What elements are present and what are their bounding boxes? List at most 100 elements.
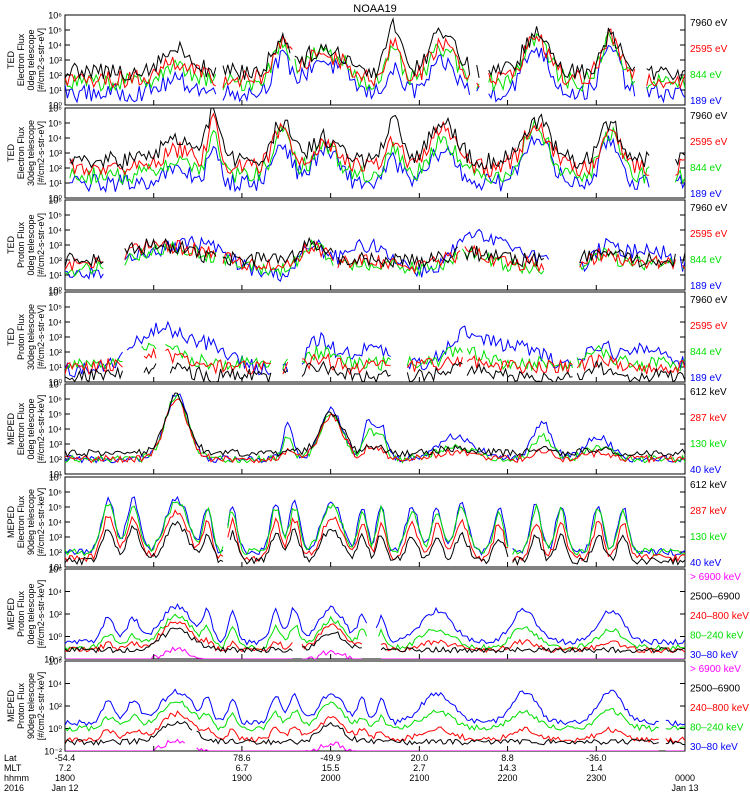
series-2595-ev bbox=[69, 112, 685, 178]
x-tick-label-mlt: 1.4 bbox=[590, 763, 603, 773]
y-tick-label: 10⁵ bbox=[48, 26, 62, 36]
x-row-label: MLT bbox=[4, 763, 22, 773]
y-tick-label: 10⁵ bbox=[48, 410, 62, 420]
y-tick-label: 10² bbox=[49, 71, 62, 81]
legend-entry: 240–800 keV bbox=[690, 611, 749, 622]
y-tick-label: 10³ bbox=[49, 533, 62, 543]
legend-entry: 7960 eV bbox=[690, 18, 728, 29]
x-tick-label-lat: 78.6 bbox=[233, 753, 251, 763]
y-tick-label: 10³ bbox=[49, 149, 62, 159]
x-tick-label-lat: -36.0 bbox=[586, 753, 607, 763]
x-tick-label-date: Jan 12 bbox=[51, 783, 78, 793]
series-7960-ev bbox=[65, 236, 685, 269]
y-axis-title-line: 90deg telescope bbox=[26, 673, 36, 739]
legend-entry: 2500–6900 bbox=[690, 684, 740, 695]
y-axis-title: MEPED Proton Flux 0deg telescope [#/cm2-s-s… bbox=[6, 580, 46, 649]
series-240-800-kev bbox=[65, 710, 685, 744]
y-axis-title-line: [#/cm2-s-str-eV] bbox=[36, 28, 46, 92]
series-844-ev bbox=[69, 119, 685, 185]
y-axis-title-line: [#/cm2-s-str-eV] bbox=[36, 213, 46, 277]
y-tick-label: 10⁰ bbox=[48, 286, 62, 296]
y-tick-label: 10² bbox=[49, 256, 62, 266]
x-tick-label-mlt: 2.7 bbox=[413, 763, 426, 773]
y-tick-label: 10¹ bbox=[49, 179, 62, 189]
panel-frame bbox=[64, 476, 686, 568]
x-row-label: Lat bbox=[4, 753, 17, 763]
legend-entry: 40 keV bbox=[690, 558, 721, 569]
legend-entry: 2595 eV bbox=[690, 321, 728, 332]
y-tick-label: 10³ bbox=[49, 333, 62, 343]
y-tick-label: 10² bbox=[49, 702, 62, 712]
legend-entry: 2500–6900 bbox=[690, 592, 740, 603]
legend-entry: > 6900 keV bbox=[690, 572, 741, 583]
series-287-kev bbox=[65, 509, 685, 563]
series-7960-ev bbox=[65, 16, 685, 81]
legend-entry: 2595 eV bbox=[690, 44, 728, 55]
y-axis-title: MEPED Electron Flux 0deg telescope [#/cm2-s… bbox=[6, 395, 46, 464]
x-tick-label-lat: -49.9 bbox=[320, 753, 341, 763]
x-tick-label-hhmm: 1900 bbox=[232, 773, 252, 783]
y-tick-label: 10⁴ bbox=[48, 425, 62, 435]
y-axis-title-line: 30deg telescope bbox=[26, 304, 36, 370]
y-tick-label: 10⁷ bbox=[49, 380, 62, 390]
series-80-240-kev bbox=[65, 700, 685, 732]
legend-entry: 40 keV bbox=[690, 465, 721, 476]
series-7960-ev bbox=[69, 108, 685, 171]
y-tick-label: 10⁶ bbox=[48, 395, 62, 405]
legend-entry: 240–800 keV bbox=[690, 703, 749, 714]
legend-entry: 612 keV bbox=[690, 480, 727, 491]
y-axis-title-line: Electron Flux bbox=[16, 126, 26, 179]
y-axis-title-line: 0deg telescope bbox=[26, 583, 36, 644]
legend-entry: 844 eV bbox=[690, 163, 722, 174]
legend-entry: 130 keV bbox=[690, 439, 727, 450]
x-tick-label-hhmm: 2200 bbox=[498, 773, 518, 783]
y-tick-label: 10¹ bbox=[49, 86, 62, 96]
panel-frame bbox=[64, 291, 686, 383]
y-tick-label: 10⁵ bbox=[48, 503, 62, 513]
legend-entry: 7960 eV bbox=[690, 295, 728, 306]
legend-entry: 2595 eV bbox=[690, 229, 728, 240]
y-tick-label: 10⁶ bbox=[48, 104, 62, 114]
y-tick-label: 10⁴ bbox=[48, 518, 62, 528]
y-axis-title-line: [#/cm2-s-str-keV] bbox=[36, 395, 46, 464]
series-240-800-kev bbox=[65, 621, 685, 654]
x-tick-label-mlt: 15.5 bbox=[322, 763, 340, 773]
y-tick-label: 10² bbox=[49, 164, 62, 174]
y-tick-label: 10⁵ bbox=[48, 303, 62, 313]
y-axis-title: TED Electron Flux 0deg telescope [#/cm2-s-s… bbox=[6, 28, 46, 92]
x-tick-label-hhmm: 1800 bbox=[55, 773, 75, 783]
y-axis-title-line: TED bbox=[6, 327, 16, 346]
y-axis-title-line: MEPED bbox=[6, 598, 16, 631]
y-axis-title-line: [#/cm2-s-str-eV] bbox=[36, 121, 46, 185]
y-axis-title-line: TED bbox=[6, 235, 16, 254]
y-tick-label: 10⁶ bbox=[48, 11, 62, 21]
y-tick-label: 10¹ bbox=[49, 563, 62, 573]
x-tick-label-lat: 20.0 bbox=[411, 753, 429, 763]
legend-entry: 844 eV bbox=[690, 255, 722, 266]
legend-entry: 80–240 keV bbox=[690, 723, 744, 734]
x-tick-label-lat: -54.4 bbox=[55, 753, 76, 763]
y-axis-title-line: Electron Flux bbox=[16, 402, 26, 455]
legend-entry: 30–80 keV bbox=[690, 742, 738, 753]
x-tick-label-date: Jan 13 bbox=[671, 783, 698, 793]
panel-frame bbox=[64, 383, 686, 475]
legend-entry: 80–240 keV bbox=[690, 631, 744, 642]
series--6900-kev bbox=[65, 646, 685, 659]
y-axis-title-line: [#/cm2-s-str-keV] bbox=[36, 672, 46, 741]
y-tick-label: 10⁵ bbox=[48, 119, 62, 129]
y-axis-title: MEPED Electron Flux 90deg telescope [#/cm2-… bbox=[6, 488, 46, 557]
y-axis-title-line: Proton Flux bbox=[16, 682, 26, 729]
y-axis-title-line: [#/cm2-s-str-eV] bbox=[36, 305, 46, 369]
y-tick-label: 10⁰ bbox=[48, 632, 62, 642]
y-tick-label: 10² bbox=[49, 610, 62, 620]
legend-entry: 189 eV bbox=[690, 373, 722, 384]
y-axis-title: TED Proton Flux 30deg telescope [#/cm2-s-st… bbox=[6, 304, 46, 370]
y-tick-label: 10⁴ bbox=[48, 226, 62, 236]
